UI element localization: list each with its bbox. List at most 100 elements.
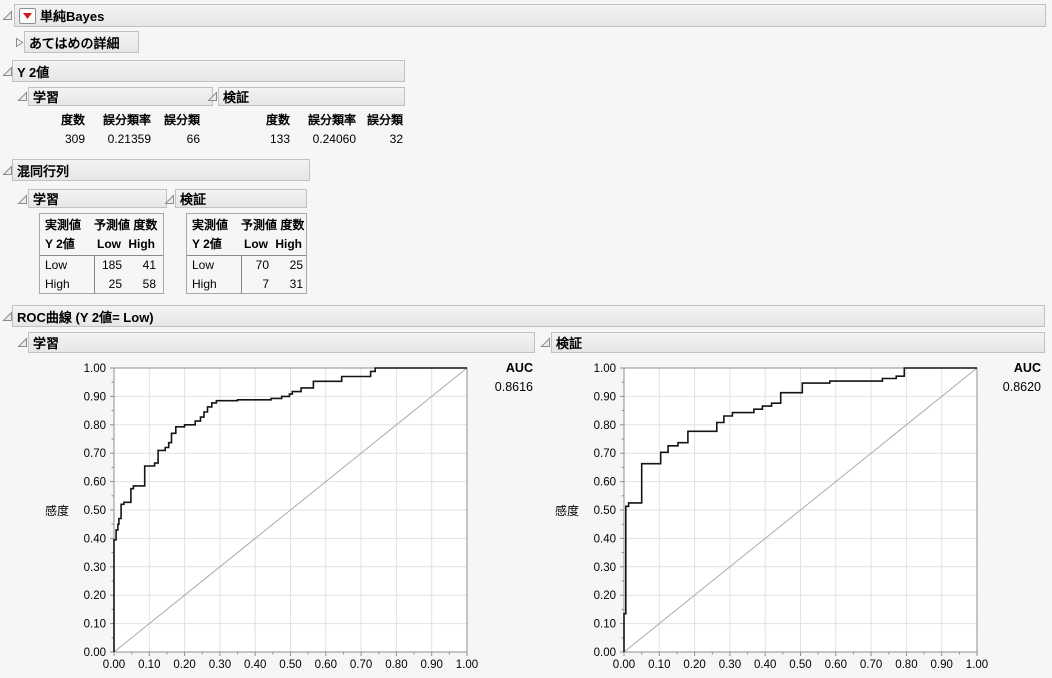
disclosure-triangle-icon[interactable] xyxy=(2,311,13,322)
confusion-body: Low 185 41 High 25 58 xyxy=(40,255,163,294)
confusion-validation-label: 検証 xyxy=(180,192,207,207)
svg-text:0.00: 0.00 xyxy=(613,659,635,671)
validation-y-axis-title: 感度 xyxy=(555,504,580,518)
red-triangle-menu-icon[interactable] xyxy=(19,7,36,24)
predicted-counts: 185 41 xyxy=(94,256,156,275)
stats-column-header: 誤分類 xyxy=(163,113,200,127)
count-cell: 25 xyxy=(289,258,303,272)
y2-training-header[interactable]: 学習 xyxy=(28,87,213,106)
confusion-validation-header[interactable]: 検証 xyxy=(175,189,307,208)
validation-stats-table: 度数 誤分類率 誤分類 133 0.24060 32 xyxy=(218,111,403,149)
disclosure-triangle-icon[interactable] xyxy=(2,165,13,176)
class-label: High xyxy=(275,237,302,251)
svg-text:0.30: 0.30 xyxy=(84,562,106,574)
report-title: 単純Bayes xyxy=(40,9,105,24)
disclosure-triangle-icon[interactable] xyxy=(2,66,13,77)
disclosure-triangle-icon[interactable] xyxy=(17,194,28,205)
y2-validation-header[interactable]: 検証 xyxy=(218,87,405,106)
svg-text:0.60: 0.60 xyxy=(825,659,847,671)
confusion-row: High 7 31 xyxy=(187,275,306,294)
count-cell: 31 xyxy=(289,277,303,291)
svg-text:0.40: 0.40 xyxy=(754,659,776,671)
actual-header: 実測値 xyxy=(192,218,229,232)
stats-value: 32 xyxy=(389,132,403,146)
stats-value: 133 xyxy=(269,132,290,146)
validation-auc: AUC 0.8620 xyxy=(971,359,1041,397)
disclosure-triangle-icon[interactable] xyxy=(2,10,13,21)
count-cell: 41 xyxy=(142,258,156,272)
predicted-header: 予測値 度数 xyxy=(94,218,158,232)
svg-text:0.80: 0.80 xyxy=(895,659,917,671)
fit-details-header[interactable]: あてはめの詳細 xyxy=(24,31,139,53)
confusion-section-label: 混同行列 xyxy=(17,163,70,179)
roc-validation-label: 検証 xyxy=(556,336,583,351)
svg-text:0.20: 0.20 xyxy=(683,659,705,671)
stats-value: 0.24060 xyxy=(312,132,356,146)
svg-text:0.60: 0.60 xyxy=(84,477,106,489)
svg-text:0.50: 0.50 xyxy=(789,659,811,671)
svg-text:0.10: 0.10 xyxy=(648,659,670,671)
stats-column-header: 誤分類率 xyxy=(307,113,356,127)
confusion-matrix-training: 実測値 予測値 度数 Y 2値 Low High Low 185 41 High 25 58 xyxy=(39,213,164,294)
auc-value: 0.8616 xyxy=(494,380,533,394)
roc-plot-training[interactable]: 0.000.00 0.10 0.10 0.20 0.20 0.30 0.30 0.40 0.40… xyxy=(40,358,485,678)
svg-text:0.20: 0.20 xyxy=(173,659,195,671)
predicted-counts: 7 31 xyxy=(241,275,303,294)
y2-training-label: 学習 xyxy=(33,90,60,105)
disclosure-triangle-icon[interactable] xyxy=(17,337,28,348)
svg-text:0.70: 0.70 xyxy=(84,448,106,460)
svg-text:1.00: 1.00 xyxy=(966,659,988,671)
svg-text:0.80: 0.80 xyxy=(385,659,407,671)
report-title-bar[interactable]: 単純Bayes xyxy=(14,4,1046,27)
svg-text:0.70: 0.70 xyxy=(860,659,882,671)
predicted-counts: 25 58 xyxy=(94,275,156,294)
confusion-header-row: 実測値 予測値 度数 xyxy=(40,216,163,235)
disclosure-triangle-icon[interactable] xyxy=(14,37,25,48)
disclosure-triangle-icon[interactable] xyxy=(164,194,175,205)
count-cell: 70 xyxy=(255,258,269,272)
svg-text:0.00: 0.00 xyxy=(84,647,106,659)
svg-text:0.50: 0.50 xyxy=(594,505,616,517)
svg-text:0.30: 0.30 xyxy=(209,659,231,671)
count-cell: 185 xyxy=(101,258,122,272)
roc-plot-validation[interactable]: 0.000.00 0.10 0.10 0.20 0.20 0.30 0.30 0.40 0.40… xyxy=(550,358,995,678)
svg-text:0.90: 0.90 xyxy=(931,659,953,671)
predicted-header: 予測値 度数 xyxy=(241,218,305,232)
y2-section-header[interactable]: Y 2値 xyxy=(12,60,405,82)
svg-text:0.80: 0.80 xyxy=(594,420,616,432)
roc-training-header[interactable]: 学習 xyxy=(28,332,535,353)
count-cell: 25 xyxy=(108,277,122,291)
svg-text:0.60: 0.60 xyxy=(594,477,616,489)
actual-class: High xyxy=(192,277,217,291)
stats-column-header: 度数 xyxy=(265,113,290,127)
y2-section-label: Y 2値 xyxy=(17,64,50,80)
confusion-header-row: 実測値 予測値 度数 xyxy=(187,216,306,235)
svg-text:0.10: 0.10 xyxy=(138,659,160,671)
fit-details-label: あてはめの詳細 xyxy=(29,35,120,51)
confusion-row: Low 185 41 xyxy=(40,256,163,275)
disclosure-triangle-icon[interactable] xyxy=(540,337,551,348)
svg-text:0.90: 0.90 xyxy=(594,391,616,403)
stats-column-header: 度数 xyxy=(60,113,85,127)
svg-text:0.80: 0.80 xyxy=(84,420,106,432)
svg-text:0.40: 0.40 xyxy=(84,533,106,545)
actual-class: High xyxy=(45,277,70,291)
disclosure-triangle-icon[interactable] xyxy=(17,91,28,102)
actual-header: 実測値 xyxy=(45,218,82,232)
row-header: Y 2値 xyxy=(192,237,222,251)
confusion-header-row: Y 2値 Low High xyxy=(40,235,163,255)
disclosure-triangle-icon[interactable] xyxy=(207,91,218,102)
confusion-training-header[interactable]: 学習 xyxy=(28,189,167,208)
svg-text:0.20: 0.20 xyxy=(84,590,106,602)
confusion-header-row: Y 2値 Low High xyxy=(187,235,306,255)
roc-validation-header[interactable]: 検証 xyxy=(551,332,1045,353)
roc-section-header[interactable]: ROC曲線 (Y 2値= Low) xyxy=(12,305,1045,327)
confusion-section-header[interactable]: 混同行列 xyxy=(12,159,310,181)
confusion-body: Low 70 25 High 7 31 xyxy=(187,255,306,294)
auc-value: 0.8620 xyxy=(1002,380,1041,394)
svg-text:1.00: 1.00 xyxy=(594,363,616,375)
svg-text:0.90: 0.90 xyxy=(84,391,106,403)
training-y-axis-title: 感度 xyxy=(45,504,70,518)
svg-text:0.70: 0.70 xyxy=(594,448,616,460)
